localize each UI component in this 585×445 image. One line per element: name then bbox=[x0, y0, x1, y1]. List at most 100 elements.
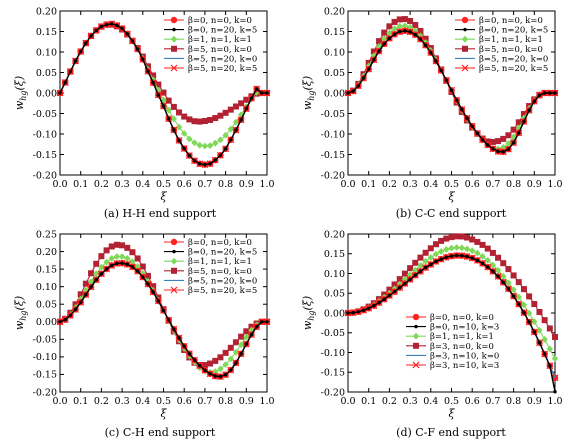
data-point bbox=[227, 355, 234, 363]
data-point bbox=[208, 372, 212, 376]
data-point bbox=[439, 257, 443, 261]
data-point bbox=[156, 299, 161, 303]
y-tick-label: 0.00 bbox=[36, 317, 57, 328]
data-point bbox=[182, 146, 186, 151]
data-point bbox=[244, 106, 248, 111]
legend-label: β=0, n=20, k=5 bbox=[479, 26, 548, 36]
data-point bbox=[213, 374, 217, 378]
data-point bbox=[120, 261, 124, 265]
data-point bbox=[517, 131, 521, 135]
x-tick-label: 0.2 bbox=[94, 396, 109, 407]
data-point bbox=[531, 318, 538, 325]
legend-label: β=5, n=20, k=0 bbox=[188, 54, 257, 64]
data-point bbox=[491, 269, 495, 274]
data-point bbox=[223, 147, 228, 151]
data-point bbox=[372, 303, 376, 308]
data-point bbox=[198, 162, 202, 166]
panel-caption: (d) C-F end support bbox=[396, 426, 506, 439]
data-point bbox=[506, 287, 511, 291]
data-point bbox=[406, 271, 414, 279]
data-point bbox=[212, 357, 219, 364]
y-tick-label: -0.20 bbox=[33, 170, 57, 181]
data-point bbox=[434, 259, 438, 264]
data-point bbox=[391, 281, 398, 288]
data-point bbox=[546, 325, 553, 332]
x-tick-label: 0.6 bbox=[465, 396, 480, 407]
data-point bbox=[227, 125, 234, 133]
data-point bbox=[196, 141, 203, 149]
data-point bbox=[520, 111, 527, 118]
data-point bbox=[207, 116, 214, 123]
data-point bbox=[104, 267, 109, 271]
data-point bbox=[238, 333, 245, 340]
data-point bbox=[113, 241, 120, 248]
data-point bbox=[187, 153, 192, 158]
data-point bbox=[408, 277, 412, 282]
data-point bbox=[118, 253, 126, 261]
data-point bbox=[429, 50, 433, 55]
chart-panel-2: 0.0 0.1 0.2 0.3 0.4 0.5 0.6 0.7 0.8 0.9 1.0 -0.20 -0… bbox=[301, 6, 563, 220]
data-point bbox=[396, 22, 403, 30]
data-point bbox=[417, 28, 424, 35]
data-point bbox=[229, 368, 233, 372]
data-point bbox=[489, 249, 496, 256]
y-tick-label: 0.20 bbox=[324, 6, 345, 17]
legend-label: β=1, n=1, k=1 bbox=[188, 35, 252, 45]
data-point bbox=[475, 258, 480, 263]
data-point bbox=[434, 59, 438, 63]
data-point bbox=[392, 32, 397, 36]
chart-panel-4: 0.0 0.1 0.2 0.3 0.4 0.5 0.6 0.7 0.8 0.9 1.0 -0.20 -0… bbox=[301, 229, 563, 439]
data-point bbox=[222, 109, 229, 116]
y-tick-label: 0.05 bbox=[324, 68, 345, 79]
data-point bbox=[201, 142, 209, 150]
legend-label: β=3, n=0, k=0 bbox=[430, 342, 494, 352]
data-point bbox=[234, 128, 238, 132]
data-point bbox=[124, 244, 131, 251]
data-point bbox=[510, 286, 517, 294]
data-point bbox=[165, 97, 172, 104]
series-2 bbox=[346, 29, 557, 154]
x-tick-label: 1.0 bbox=[547, 396, 562, 407]
data-point bbox=[454, 98, 459, 102]
x-tick-label: 0.9 bbox=[239, 179, 254, 190]
data-point bbox=[232, 339, 239, 346]
legend-marker bbox=[172, 249, 176, 254]
data-point bbox=[484, 256, 491, 264]
data-point bbox=[412, 266, 419, 274]
y-tick-label: 0.00 bbox=[36, 88, 57, 99]
data-point bbox=[413, 273, 417, 277]
data-point bbox=[212, 368, 219, 375]
data-point bbox=[84, 292, 88, 297]
legend-marker bbox=[170, 64, 178, 72]
legend: β=0, n=0, k=0β=0, n=20, k=5β=1, n=1, k=1… bbox=[455, 16, 548, 74]
data-point bbox=[548, 364, 552, 368]
legend-marker bbox=[172, 27, 176, 32]
data-point bbox=[125, 262, 129, 267]
data-point bbox=[505, 266, 512, 273]
data-point bbox=[474, 238, 481, 245]
data-point bbox=[176, 109, 183, 116]
legend-label: β=1, n=1, k=1 bbox=[430, 332, 494, 342]
data-point bbox=[460, 107, 464, 112]
legend-label: β=3, n=10, k=0 bbox=[430, 351, 499, 361]
x-tick-label: 0.6 bbox=[177, 396, 192, 407]
x-tick-label: 1.0 bbox=[259, 396, 274, 407]
legend: β=0, n=0, k=0β=0, n=10, k=3β=1, n=1, k=1… bbox=[406, 313, 499, 371]
data-point bbox=[526, 293, 533, 300]
y-axis-label: whg(ξ) bbox=[301, 76, 316, 110]
data-point bbox=[486, 265, 490, 269]
legend-label: β=5, n=20, k=5 bbox=[479, 64, 548, 74]
data-point bbox=[192, 358, 197, 362]
legend-label: β=5, n=20, k=5 bbox=[188, 64, 257, 74]
data-point bbox=[351, 89, 355, 93]
x-tick-label: 0.1 bbox=[73, 179, 88, 190]
legend-marker bbox=[170, 35, 178, 43]
x-tick-label: 0.7 bbox=[485, 396, 500, 407]
data-point bbox=[458, 244, 466, 252]
data-point bbox=[150, 283, 157, 290]
data-point bbox=[391, 18, 398, 25]
x-tick-label: 0.4 bbox=[135, 179, 150, 190]
y-tick-label: 0.05 bbox=[36, 68, 57, 79]
data-point bbox=[432, 241, 439, 248]
